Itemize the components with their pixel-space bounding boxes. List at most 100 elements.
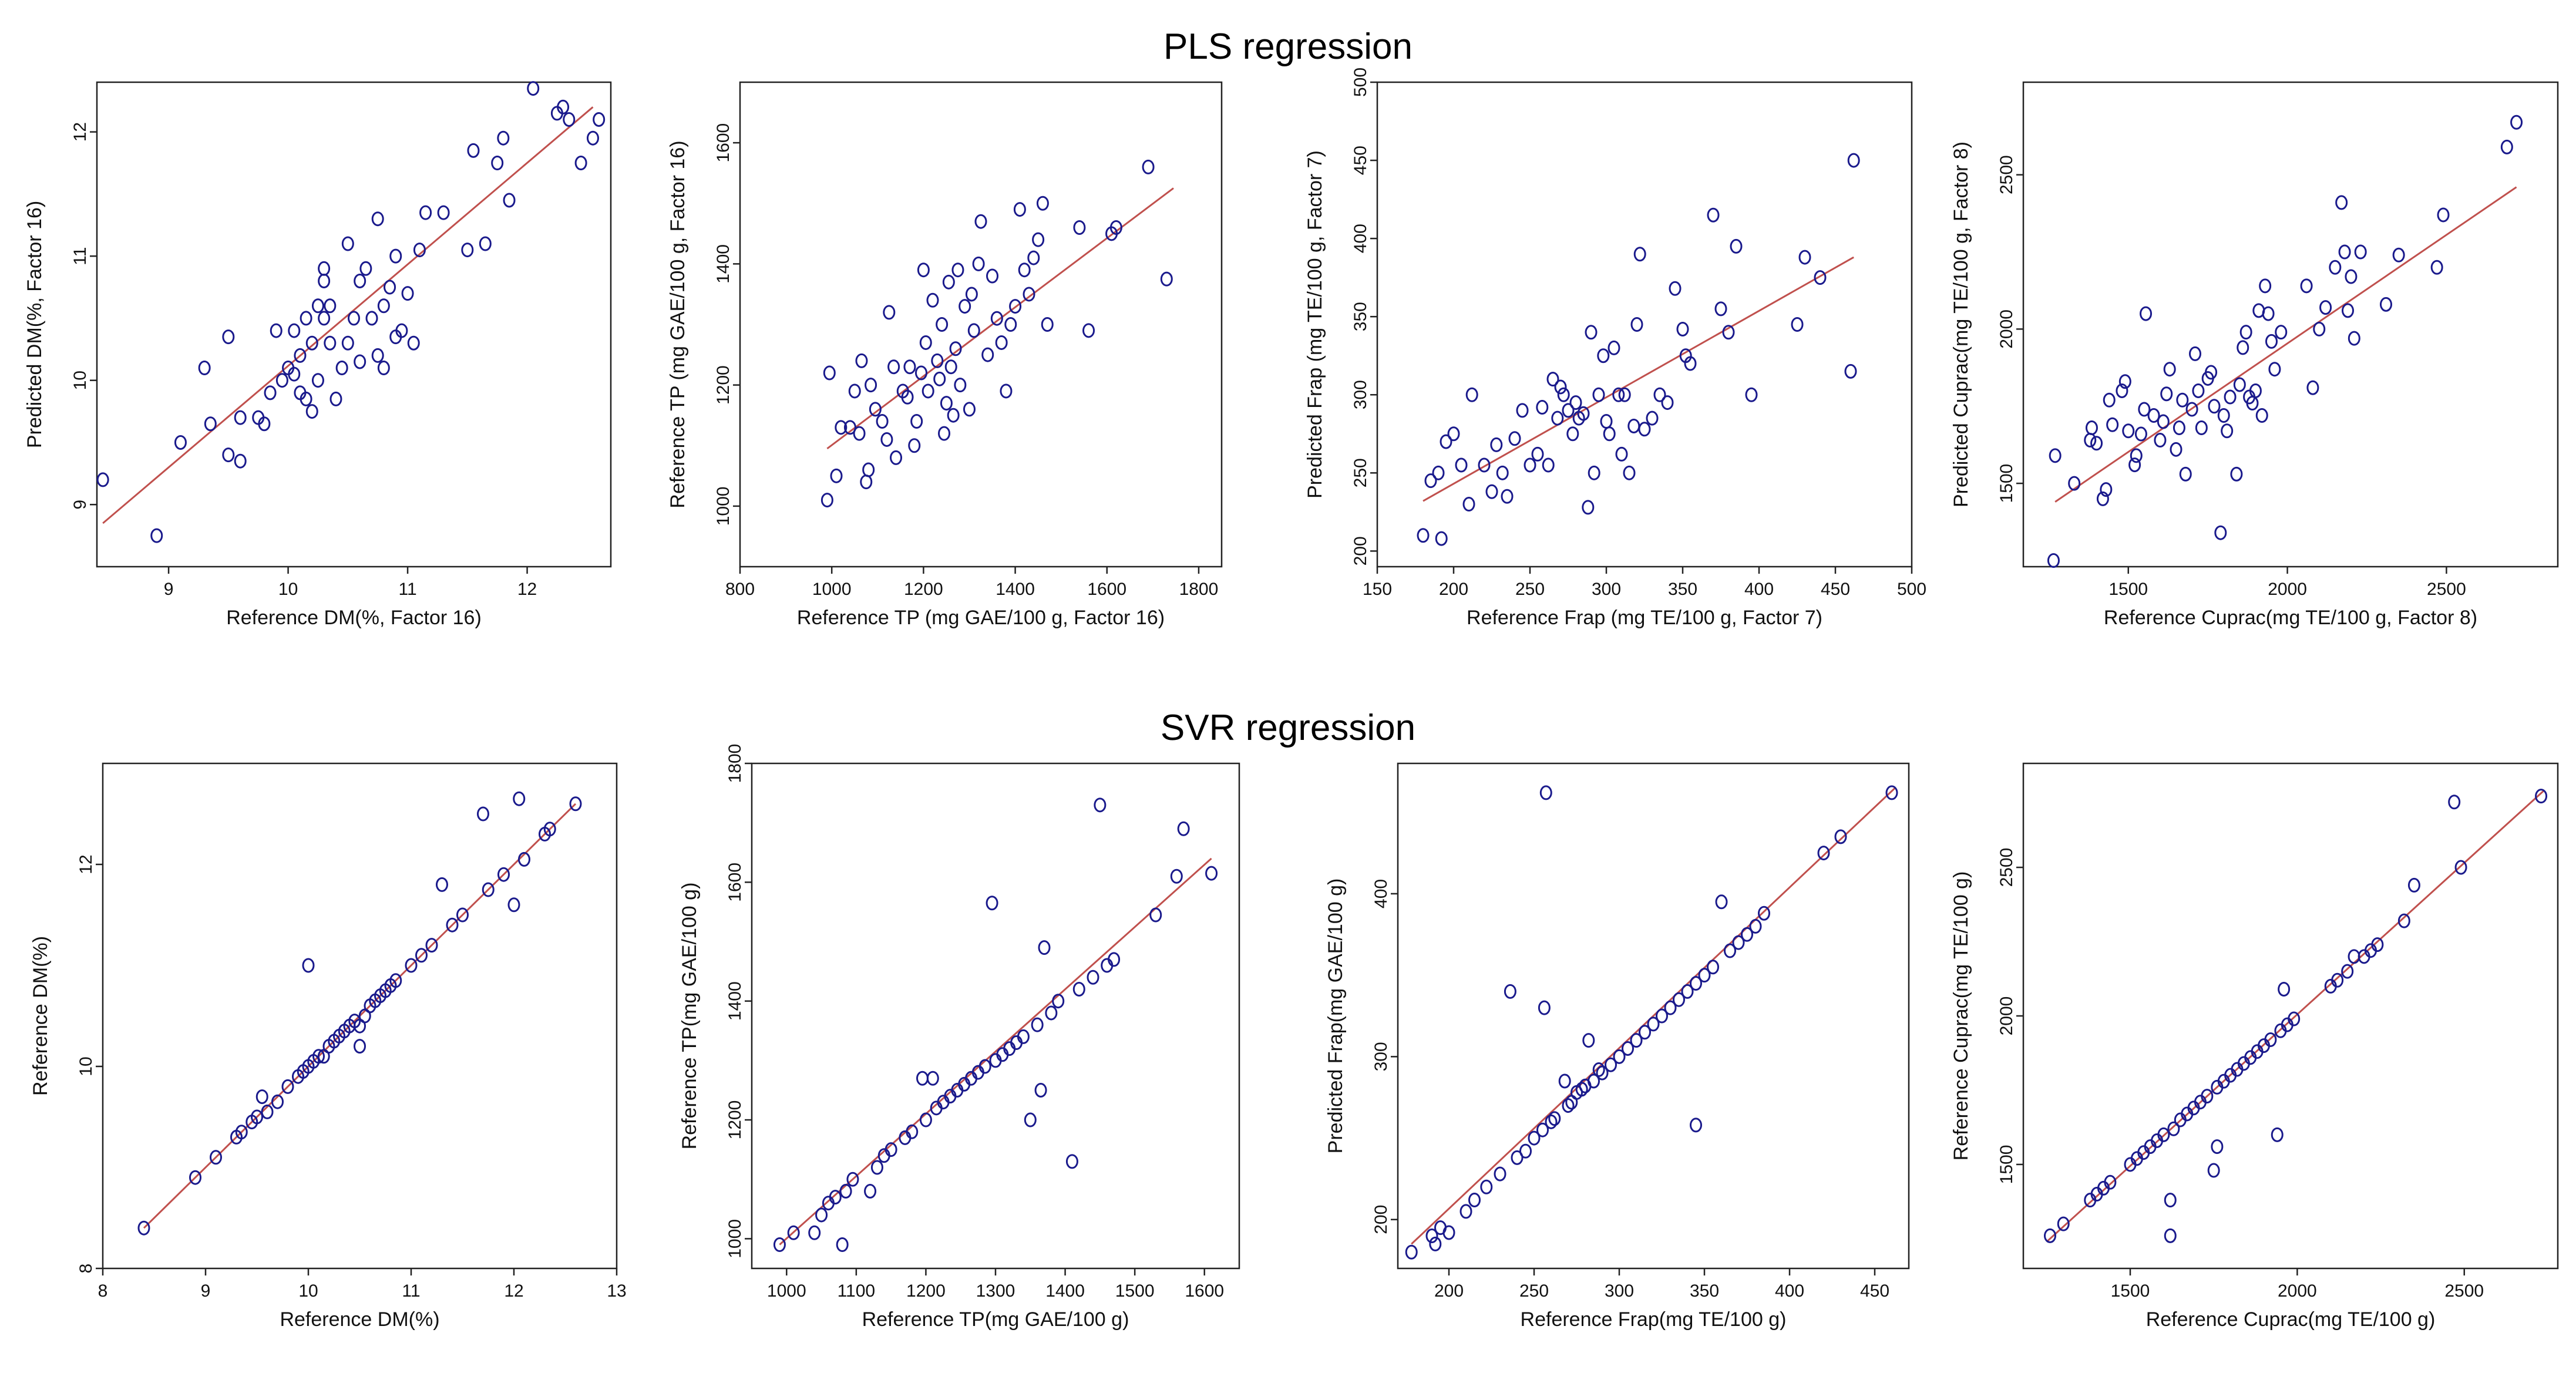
y-tick-label: 8 xyxy=(76,1264,96,1274)
data-point xyxy=(1468,1192,1481,1207)
data-point xyxy=(1425,1228,1438,1244)
data-point xyxy=(1715,894,1728,910)
x-tick-label: 1300 xyxy=(976,1281,1015,1301)
data-point xyxy=(2338,244,2351,260)
x-tick-label: 10 xyxy=(298,1281,318,1301)
data-point xyxy=(1459,1204,1472,1219)
data-point xyxy=(1681,984,1694,999)
data-point xyxy=(908,438,921,453)
data-point xyxy=(1031,1017,1044,1032)
data-point xyxy=(2354,244,2367,260)
data-point xyxy=(2176,392,2189,408)
regression-line xyxy=(1422,256,1854,502)
x-tick-label: 8 xyxy=(98,1281,108,1301)
svr-section-title: SVR regression xyxy=(1161,708,1415,748)
data-point xyxy=(311,298,324,314)
data-point xyxy=(2068,476,2081,491)
data-point xyxy=(1000,383,1013,399)
data-point xyxy=(972,256,985,271)
y-tick-label: 200 xyxy=(1351,536,1370,566)
data-point xyxy=(2397,913,2410,928)
x-axis-label: Reference Frap(mg TE/100 g) xyxy=(1521,1308,1787,1331)
data-point xyxy=(1417,528,1430,543)
data-point xyxy=(527,81,540,96)
data-point xyxy=(830,468,843,483)
data-point xyxy=(436,877,448,892)
data-point xyxy=(1698,968,1711,983)
data-point xyxy=(2454,860,2467,875)
data-point xyxy=(1052,994,1065,1009)
data-point xyxy=(1551,410,1564,426)
data-point xyxy=(354,273,366,288)
data-point xyxy=(940,396,953,411)
data-point xyxy=(1455,457,1468,473)
data-point xyxy=(2380,297,2392,312)
data-point xyxy=(513,791,526,806)
data-point xyxy=(348,311,360,326)
data-point xyxy=(1656,1008,1668,1024)
data-point xyxy=(2224,389,2237,405)
data-point xyxy=(2278,981,2291,997)
y-axis-label: Reference TP (mg GAE/100 g, Factor 16) xyxy=(667,140,689,508)
data-point xyxy=(1664,1000,1677,1015)
data-point xyxy=(1027,250,1040,265)
data-point xyxy=(855,353,868,368)
data-point xyxy=(839,1183,852,1199)
data-point xyxy=(1032,232,1045,247)
data-point xyxy=(210,1150,222,1165)
data-point xyxy=(910,414,923,429)
data-point xyxy=(978,1059,991,1074)
data-point xyxy=(1669,281,1682,296)
data-point xyxy=(1690,976,1702,991)
regression-line xyxy=(2046,789,2545,1243)
data-point xyxy=(586,130,599,146)
plot-frame xyxy=(2022,762,2559,1270)
data-point xyxy=(954,378,967,393)
x-tick-label: 2500 xyxy=(2427,580,2466,599)
y-tick-label: 400 xyxy=(1351,224,1370,253)
data-point xyxy=(944,359,957,375)
data-point xyxy=(1082,323,1095,338)
data-point xyxy=(2140,306,2153,321)
data-point xyxy=(2179,466,2192,482)
data-point xyxy=(922,383,934,399)
data-point xyxy=(2170,442,2182,457)
chart-svr-frap: 200 250 300 350 400 450 200 300 400 Reference Fra… xyxy=(1324,762,1910,1331)
x-tick-label: 450 xyxy=(1821,580,1850,599)
data-point xyxy=(1511,1150,1524,1165)
y-axis-label: Predicted Frap(mg GAE/100 g) xyxy=(1324,879,1347,1154)
data-point xyxy=(1160,271,1173,287)
data-point xyxy=(1465,387,1478,402)
data-point xyxy=(1646,410,1659,426)
data-point xyxy=(1749,918,1762,934)
data-point xyxy=(507,897,520,913)
data-point xyxy=(371,348,384,363)
data-point xyxy=(2217,408,2230,423)
y-tick-label: 9 xyxy=(70,500,90,510)
pls-section-title: PLS regression xyxy=(1163,26,1413,67)
data-point xyxy=(1478,457,1491,473)
x-tick-label: 1800 xyxy=(1179,580,1219,599)
data-point xyxy=(2154,433,2167,448)
x-tick-label: 400 xyxy=(1775,1281,1804,1301)
data-point xyxy=(2249,383,2262,398)
data-point xyxy=(2164,1193,2177,1208)
regression-line xyxy=(2054,186,2517,503)
data-point xyxy=(1024,1112,1037,1127)
data-point xyxy=(933,371,946,386)
data-point xyxy=(204,416,217,432)
x-tick-label: 350 xyxy=(1690,1281,1719,1301)
x-tick-label: 11 xyxy=(402,1281,420,1301)
data-point xyxy=(1638,422,1651,437)
data-point xyxy=(2205,365,2218,380)
data-point xyxy=(1170,869,1183,884)
data-point xyxy=(324,298,337,314)
data-point xyxy=(2392,247,2405,262)
data-point xyxy=(425,938,438,953)
data-point xyxy=(318,273,331,288)
y-tick-label: 1000 xyxy=(725,1219,745,1258)
plot-frame xyxy=(96,81,612,568)
data-point xyxy=(1732,935,1745,950)
data-point xyxy=(1608,340,1620,355)
x-tick-label: 2500 xyxy=(2444,1281,2484,1301)
